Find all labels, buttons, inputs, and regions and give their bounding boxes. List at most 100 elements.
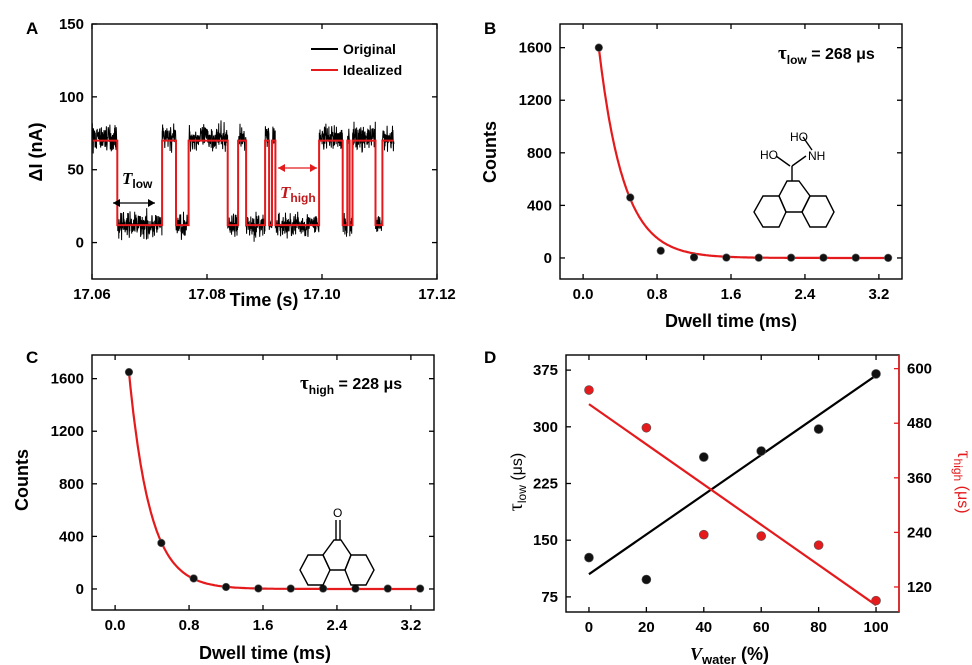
- y-tick-label: 0: [544, 250, 552, 267]
- x-tick-label: 3.2: [868, 286, 889, 303]
- data-point: [851, 253, 860, 262]
- data-point: [221, 582, 231, 592]
- panel-a-ylabel: ΔI (nA): [26, 123, 46, 182]
- panel-d-xlabel: V: [690, 644, 704, 664]
- tau-low-point: [871, 369, 881, 379]
- y-tick-label: 800: [59, 476, 84, 493]
- svg-text:τhigh (μs): τhigh (μs): [951, 450, 972, 513]
- y-tick-label: 400: [59, 528, 84, 545]
- data-point: [383, 584, 392, 593]
- y-tick-label: 400: [527, 197, 552, 214]
- tau-high-point: [756, 531, 767, 541]
- fluorenone-molecule-icon: [299, 520, 375, 586]
- original-trace-line: [92, 120, 395, 242]
- tau-low-point: [813, 424, 824, 434]
- x-tick-label: 2.4: [327, 617, 349, 634]
- tau-low-point: [584, 552, 594, 563]
- tau-high-fit-line: [588, 403, 877, 607]
- x-tick-label: 1.6: [253, 617, 274, 634]
- svg-text:τhigh = 228 μs: τhigh = 228 μs: [300, 373, 402, 397]
- panel-d-left-ylabel: τ: [505, 503, 527, 511]
- right-y-tick-label: 240: [907, 524, 932, 541]
- tau-low-point: [641, 574, 652, 585]
- t-high-label: T: [280, 183, 291, 202]
- x-tick-label: 80: [810, 619, 827, 636]
- svg-text:τlow = 268 μs: τlow = 268 μs: [778, 43, 875, 67]
- right-y-tick-label: 480: [907, 415, 932, 432]
- data-point: [689, 253, 699, 262]
- y-tick-label: 800: [527, 145, 552, 162]
- x-tick-label: 0.8: [647, 286, 668, 303]
- data-point: [157, 538, 166, 548]
- panel-a-xlabel: Time (s): [230, 290, 299, 310]
- y-tick-label: 1600: [51, 371, 84, 388]
- x-tick-label: 0: [585, 619, 593, 636]
- molecule-b-left-ring: [753, 195, 787, 228]
- panel-a-chart: 17.06 17.08 17.10 17.12 0 50 100 150 Original I…: [26, 16, 456, 310]
- y-tick-label: 225: [533, 476, 558, 493]
- data-point: [819, 253, 828, 262]
- svg-text:τlow (μs): τlow (μs): [505, 453, 529, 511]
- exponential-fit-line: [127, 371, 421, 591]
- data-point: [754, 253, 763, 262]
- panel-d-xlabel-unit: (%): [736, 644, 769, 664]
- panel-b-chart: 0.0 0.8 1.6 2.4 3.2 0 400 800 1200 1600 τlow = 26…: [480, 23, 903, 331]
- x-tick-label: 3.2: [400, 617, 421, 634]
- molecule-c-label-oxygen: O: [333, 506, 342, 520]
- x-tick-label: 0.0: [573, 286, 594, 303]
- panel-b-ylabel: Counts: [480, 121, 500, 183]
- tau-high-subscript: high: [309, 383, 334, 397]
- x-tick-label: 17.06: [73, 286, 111, 303]
- tau-high-point: [871, 595, 881, 606]
- tau-high-point: [813, 540, 824, 550]
- y-tick-label: 0: [76, 235, 84, 252]
- tau-high-value: = 228 μs: [334, 376, 402, 393]
- molecule-b-label-2: NH: [808, 149, 825, 163]
- molecule-b-bond-3: [802, 136, 813, 151]
- data-point: [786, 253, 796, 262]
- y-tick-label: 75: [541, 589, 558, 606]
- t-low-label: T: [122, 169, 133, 188]
- data-point: [626, 193, 635, 202]
- panel-d-xlabel-subscript: water: [701, 652, 736, 665]
- x-tick-label: 40: [695, 619, 712, 636]
- panel-letter-b: B: [484, 19, 496, 38]
- t-low-subscript: low: [132, 177, 153, 191]
- panel-letter-c: C: [26, 348, 38, 367]
- tau-low-symbol: τ: [778, 43, 787, 64]
- x-tick-label: 17.08: [188, 286, 226, 303]
- tau-high-symbol: τ: [300, 373, 309, 394]
- molecule-b-bond-4: [775, 155, 791, 167]
- molecule-b-label-3: HO: [760, 148, 778, 162]
- t-high-subscript: high: [290, 191, 315, 205]
- y-tick-label: 150: [533, 532, 558, 549]
- x-tick-label: 0.8: [179, 617, 200, 634]
- panel-d-right-ylabel-unit: (μs): [954, 481, 971, 513]
- panel-letter-a: A: [26, 19, 38, 38]
- y-tick-label: 0: [76, 581, 84, 598]
- panel-letter-d: D: [484, 348, 496, 367]
- panel-c-xlabel: Dwell time (ms): [199, 643, 331, 663]
- y-tick-label: 1200: [51, 423, 84, 440]
- tau-low-fit-line: [588, 374, 877, 576]
- data-point: [254, 584, 263, 593]
- y-tick-label: 150: [59, 16, 84, 33]
- idealized-trace-line: [92, 139, 394, 227]
- data-point: [884, 253, 893, 262]
- panel-d-right-ylabel-subscript: high: [951, 459, 965, 482]
- data-point: [722, 253, 731, 262]
- y-tick-label: 300: [533, 419, 558, 436]
- x-tick-label: 2.4: [795, 286, 817, 303]
- right-y-tick-label: 120: [907, 579, 932, 596]
- exponential-fit-line: [597, 47, 889, 260]
- molecule-b-bond-2: [791, 155, 807, 167]
- data-point: [286, 584, 295, 593]
- data-point: [656, 246, 665, 255]
- tau-high-point: [698, 529, 709, 540]
- y-tick-label: 375: [533, 362, 558, 379]
- legend-label-original: Original: [343, 41, 396, 57]
- tau-low-subscript: low: [787, 53, 808, 67]
- y-tick-label: 50: [67, 162, 84, 179]
- panel-b-xlabel: Dwell time (ms): [665, 311, 797, 331]
